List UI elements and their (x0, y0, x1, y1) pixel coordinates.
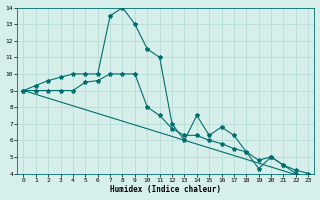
X-axis label: Humidex (Indice chaleur): Humidex (Indice chaleur) (110, 185, 221, 194)
